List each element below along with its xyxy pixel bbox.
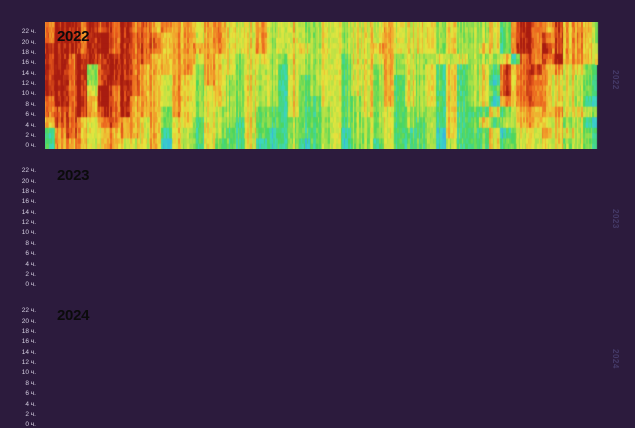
y-tick-label: 4 ч.	[25, 260, 36, 268]
y-tick-label: 6 ч.	[25, 390, 36, 398]
y-tick-label: 12 ч.	[21, 219, 36, 227]
y-tick-label: 14 ч.	[21, 69, 36, 77]
y-tick-label: 2 ч.	[25, 270, 36, 278]
y-tick-label: 0 ч.	[25, 281, 36, 289]
y-tick-label: 20 ч.	[21, 317, 36, 325]
y-tick-label: 12 ч.	[21, 80, 36, 88]
y-tick-label: 6 ч.	[25, 250, 36, 258]
side-label-2024: 2024	[611, 349, 620, 369]
y-tick-label: 0 ч.	[25, 142, 36, 150]
y-tick-label: 0 ч.	[25, 421, 36, 428]
y-tick-label: 8 ч.	[25, 379, 36, 387]
y-tick-label: 12 ч.	[21, 359, 36, 367]
y-tick-label: 22 ч.	[21, 307, 36, 315]
y-tick-label: 4 ч.	[25, 121, 36, 129]
y-axis-2023: 22 ч. 20 ч. 18 ч. 16 ч. 14 ч. 12 ч. 10 ч. 8 ч. 6…	[0, 161, 39, 288]
y-tick-label: 20 ч.	[21, 38, 36, 46]
y-tick-label: 18 ч.	[21, 188, 36, 196]
side-label-2022: 2022	[611, 70, 620, 90]
y-tick-label: 16 ч.	[21, 338, 36, 346]
y-tick-label: 2 ч.	[25, 410, 36, 418]
y-tick-label: 16 ч.	[21, 198, 36, 206]
y-tick-label: 2 ч.	[25, 131, 36, 139]
y-tick-label: 22 ч.	[21, 167, 36, 175]
y-tick-label: 10 ч.	[21, 369, 36, 377]
y-axis-2024: 22 ч. 20 ч. 18 ч. 16 ч. 14 ч. 12 ч. 10 ч. 8 ч. 6…	[0, 301, 39, 428]
y-tick-label: 20 ч.	[21, 177, 36, 185]
y-tick-label: 18 ч.	[21, 49, 36, 57]
panel-title-2024: 2024	[57, 307, 90, 324]
heatmap-2024	[45, 0, 605, 127]
y-tick-label: 10 ч.	[21, 90, 36, 98]
y-tick-label: 16 ч.	[21, 59, 36, 67]
heatmap-dashboard: { "meta": { "background_color": "#2c1b3d…	[0, 0, 620, 428]
panel-title-2023: 2023	[57, 167, 90, 184]
y-tick-label: 14 ч.	[21, 348, 36, 356]
y-axis-2022: 22 ч. 20 ч. 18 ч. 16 ч. 14 ч. 12 ч. 10 ч. 8 ч. 6…	[0, 22, 39, 149]
y-tick-label: 4 ч.	[25, 400, 36, 408]
side-label-2023: 2023	[611, 209, 620, 229]
y-tick-label: 10 ч.	[21, 229, 36, 237]
y-tick-label: 8 ч.	[25, 239, 36, 247]
y-tick-label: 22 ч.	[21, 28, 36, 36]
y-tick-label: 14 ч.	[21, 208, 36, 216]
y-tick-label: 6 ч.	[25, 111, 36, 119]
y-tick-label: 18 ч.	[21, 328, 36, 336]
y-tick-label: 8 ч.	[25, 100, 36, 108]
